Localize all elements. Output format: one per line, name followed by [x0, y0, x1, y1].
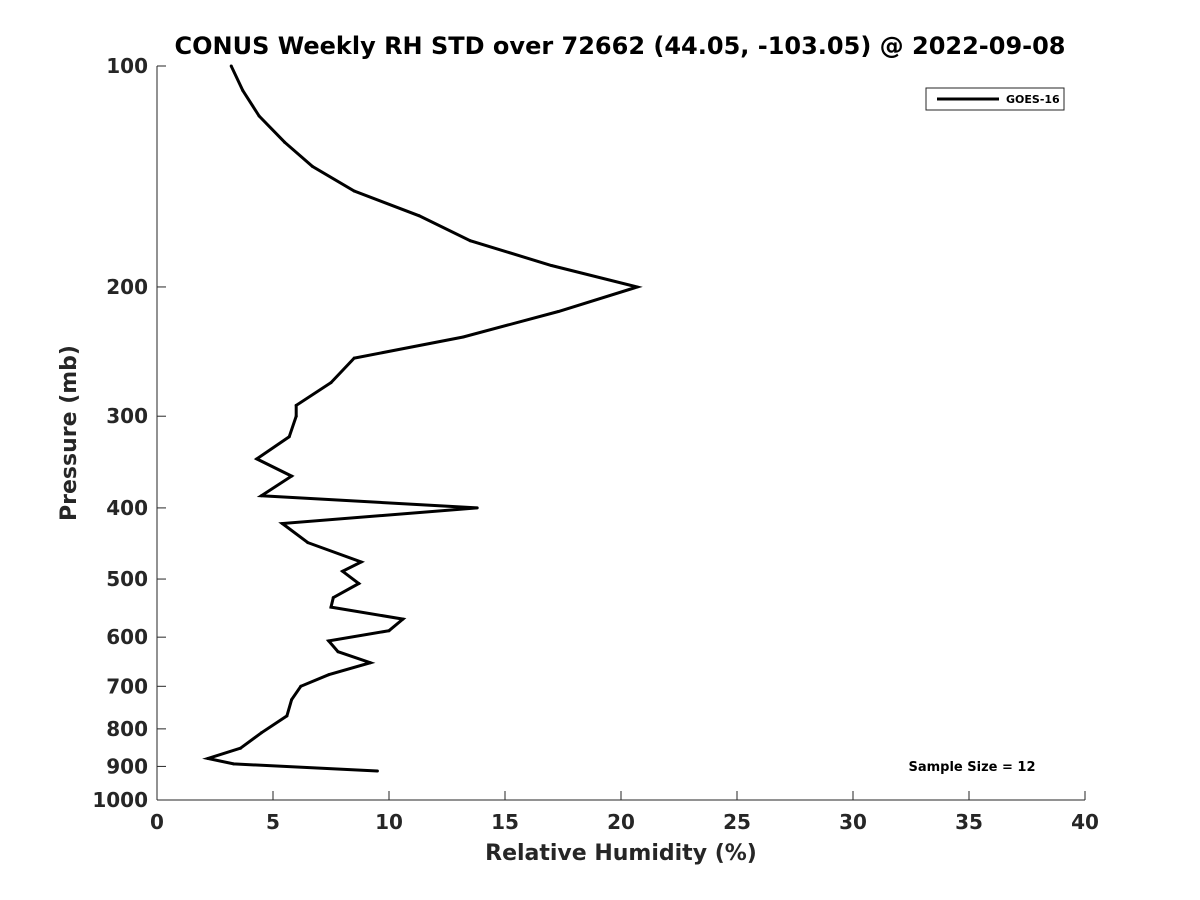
y-tick-label: 700 [106, 674, 148, 698]
data-point [357, 582, 361, 585]
y-tick-label: 900 [106, 754, 148, 778]
sample-size-annotation: Sample Size = 12 [908, 760, 1035, 775]
data-point [280, 522, 284, 525]
y-tick-label: 1000 [92, 788, 148, 812]
data-point [341, 569, 345, 573]
chart-title: CONUS Weekly RH STD over 72662 (44.05, -… [174, 32, 1065, 60]
data-point [257, 114, 261, 118]
data-point [294, 403, 298, 407]
y-axis-label: Pressure (mb) [57, 345, 82, 521]
legend-label-goes-16: GOES-16 [1006, 93, 1060, 106]
data-point [475, 506, 479, 510]
data-point [368, 661, 372, 665]
data-point [375, 769, 379, 773]
x-tick-label: 15 [491, 810, 519, 834]
data-point [229, 64, 233, 68]
y-ticks: 100 200 300 400 500 600 700 800 900 1000 [92, 54, 166, 812]
series-layer [202, 64, 643, 773]
x-tick-label: 40 [1071, 810, 1099, 834]
y-tick-label: 100 [106, 54, 148, 78]
x-ticks: 0 5 10 15 20 25 30 35 40 [150, 791, 1099, 834]
data-point [283, 140, 287, 144]
x-tick-label: 5 [266, 810, 280, 834]
data-point [329, 605, 333, 609]
x-tick-label: 20 [607, 810, 635, 834]
y-tick-label: 200 [106, 275, 148, 299]
y-tick-label: 300 [106, 404, 148, 428]
y-tick-label: 800 [106, 717, 148, 741]
data-point [468, 239, 472, 243]
data-point [285, 714, 289, 718]
x-tick-label: 35 [955, 810, 983, 834]
x-tick-label: 30 [839, 810, 867, 834]
data-point [310, 164, 314, 168]
y-tick-label: 600 [106, 625, 148, 649]
data-point [241, 89, 245, 92]
series-line-goes-16 [202, 65, 643, 773]
data-point [294, 414, 298, 418]
data-point [239, 746, 242, 750]
data-point [556, 310, 560, 313]
data-point [327, 639, 331, 643]
data-point [306, 541, 310, 545]
data-point [417, 214, 421, 218]
data-point [352, 189, 356, 193]
data-point [635, 285, 639, 289]
data-point [259, 731, 263, 735]
data-point [359, 560, 363, 564]
data-point [331, 596, 335, 600]
data-point [290, 474, 294, 478]
data-point [549, 264, 553, 267]
data-point [461, 335, 465, 339]
data-point [255, 457, 259, 461]
x-tick-label: 0 [150, 810, 164, 834]
data-point [352, 356, 356, 360]
axes [156, 66, 1085, 801]
data-point [232, 762, 236, 766]
data-point [387, 629, 391, 633]
x-axis-label: Relative Humidity (%) [485, 841, 757, 866]
data-point [290, 698, 294, 702]
legend: GOES-16 [925, 87, 1065, 111]
data-point [327, 673, 331, 677]
data-point [336, 650, 340, 654]
data-point [329, 381, 333, 385]
y-tick-label: 400 [106, 496, 148, 520]
y-tick-label: 500 [106, 567, 148, 591]
data-point [401, 617, 405, 621]
x-tick-label: 10 [375, 810, 403, 834]
data-point [259, 494, 263, 498]
data-point [287, 435, 291, 439]
data-point [206, 757, 210, 760]
data-point [299, 684, 303, 688]
x-tick-label: 25 [723, 810, 751, 834]
